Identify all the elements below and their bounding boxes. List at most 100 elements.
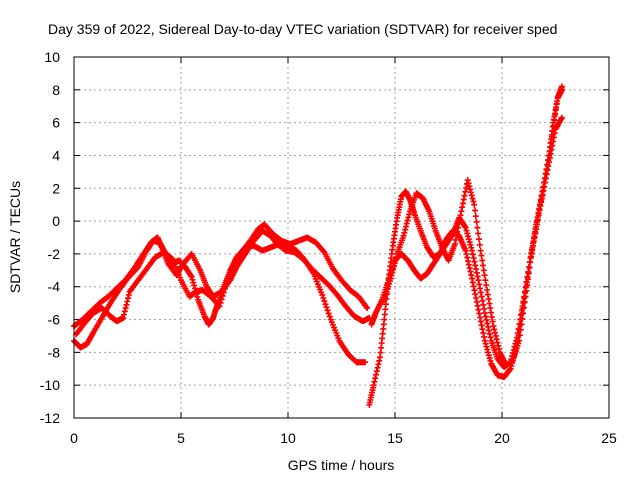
data-point bbox=[462, 188, 469, 195]
data-point bbox=[478, 322, 485, 329]
data-point bbox=[455, 224, 462, 231]
data-point bbox=[526, 264, 533, 271]
data-point bbox=[484, 291, 491, 298]
data-point bbox=[168, 255, 175, 262]
data-point bbox=[491, 326, 498, 333]
data-point bbox=[552, 111, 559, 118]
y-tick-label: 6 bbox=[52, 115, 60, 131]
data-point bbox=[545, 157, 552, 164]
data-point bbox=[120, 314, 127, 321]
data-point bbox=[485, 296, 492, 303]
data-point bbox=[558, 83, 565, 90]
data-point bbox=[550, 122, 557, 129]
data-point bbox=[462, 224, 469, 231]
data-point bbox=[389, 269, 396, 276]
data-point bbox=[516, 332, 523, 339]
data-point bbox=[391, 260, 398, 267]
data-point bbox=[382, 306, 389, 313]
data-point bbox=[320, 295, 327, 302]
data-point bbox=[478, 293, 485, 300]
data-point bbox=[471, 287, 478, 294]
data-point bbox=[476, 281, 483, 288]
data-point bbox=[475, 236, 482, 243]
data-point bbox=[324, 307, 331, 314]
data-point bbox=[558, 114, 565, 121]
data-point bbox=[481, 309, 488, 316]
data-point bbox=[121, 308, 128, 315]
data-point bbox=[474, 273, 481, 280]
data-point bbox=[403, 220, 410, 227]
data-point bbox=[476, 241, 483, 248]
data-point bbox=[473, 218, 480, 225]
data-point bbox=[482, 313, 489, 320]
data-point bbox=[221, 285, 228, 292]
data-point bbox=[489, 318, 496, 325]
data-point bbox=[467, 268, 474, 275]
data-point bbox=[539, 188, 546, 195]
data-point bbox=[471, 201, 478, 208]
y-tick-label: -2 bbox=[48, 246, 61, 262]
data-point bbox=[469, 275, 476, 282]
data-point bbox=[544, 167, 551, 174]
data-point bbox=[479, 257, 486, 264]
data-point bbox=[452, 236, 459, 243]
data-point bbox=[481, 272, 488, 279]
data-point bbox=[474, 224, 481, 231]
data-point bbox=[520, 310, 527, 317]
data-point bbox=[464, 254, 471, 261]
data-point bbox=[375, 361, 382, 368]
x-tick-label: 25 bbox=[601, 430, 617, 446]
data-point bbox=[473, 298, 480, 305]
data-point bbox=[482, 277, 489, 284]
data-point bbox=[122, 305, 129, 312]
data-point bbox=[402, 226, 409, 233]
data-point bbox=[224, 279, 231, 286]
x-tick-label: 15 bbox=[387, 430, 403, 446]
data-point bbox=[477, 285, 484, 292]
data-point bbox=[190, 279, 197, 286]
data-point bbox=[381, 311, 388, 318]
y-tick-label: 8 bbox=[52, 82, 60, 98]
data-point bbox=[490, 323, 497, 330]
data-point bbox=[485, 352, 492, 359]
data-point bbox=[471, 207, 478, 214]
data-point bbox=[459, 204, 466, 211]
data-point bbox=[373, 371, 380, 378]
data-point bbox=[469, 279, 476, 286]
data-point bbox=[123, 301, 130, 308]
data-point bbox=[480, 330, 487, 337]
data-point bbox=[217, 299, 224, 306]
data-point bbox=[362, 359, 369, 366]
data-point bbox=[475, 230, 482, 237]
data-point bbox=[483, 343, 490, 350]
data-point bbox=[219, 292, 226, 299]
data-point bbox=[518, 321, 525, 328]
data-point bbox=[469, 251, 476, 258]
x-tick-label: 0 bbox=[70, 430, 78, 446]
data-point bbox=[548, 139, 555, 146]
data-point bbox=[470, 255, 477, 262]
data-point bbox=[471, 258, 478, 265]
data-point bbox=[465, 180, 472, 187]
data-point bbox=[472, 291, 479, 298]
data-point bbox=[483, 316, 490, 323]
data-point bbox=[458, 208, 465, 215]
data-point bbox=[544, 161, 551, 168]
data-point bbox=[488, 309, 495, 316]
data-point bbox=[553, 100, 560, 107]
data-point bbox=[531, 233, 538, 240]
data-point bbox=[485, 349, 492, 356]
data-point bbox=[496, 346, 503, 353]
data-point bbox=[536, 201, 543, 208]
series-track-6 bbox=[381, 83, 565, 369]
data-point bbox=[484, 320, 491, 327]
plot-frame bbox=[73, 56, 610, 419]
data-point bbox=[493, 336, 500, 343]
data-point bbox=[473, 295, 480, 302]
data-point bbox=[462, 247, 469, 254]
y-tick-label: 10 bbox=[44, 49, 60, 65]
data-point bbox=[476, 310, 483, 317]
data-point bbox=[477, 314, 484, 321]
x-axis-label: GPS time / hours bbox=[288, 457, 395, 473]
data-point bbox=[455, 220, 462, 227]
